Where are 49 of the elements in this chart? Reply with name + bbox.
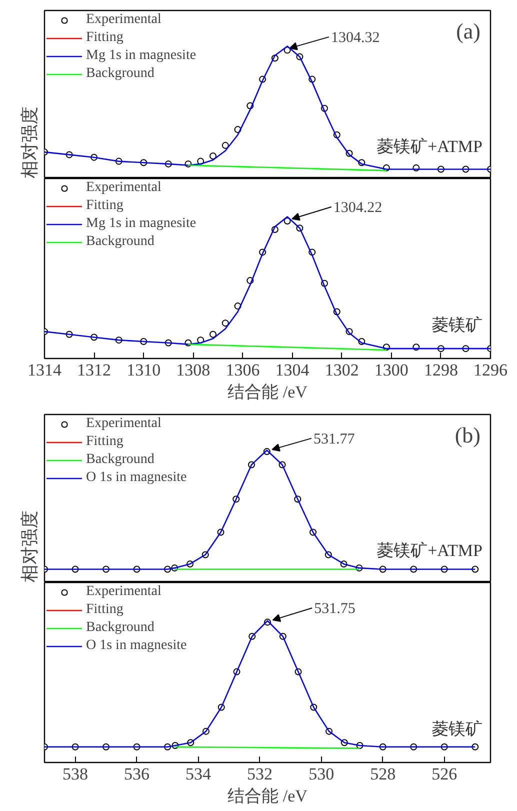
legend-label: Experimental <box>86 584 162 600</box>
x-tick-label: 1296 <box>474 360 508 380</box>
legend-label: Background <box>86 620 154 636</box>
x-tick-label: 1312 <box>77 360 112 380</box>
x-tick-label: 1306 <box>226 360 260 380</box>
x-tick-label: 534 <box>186 764 212 784</box>
x-axis-title: 结合能 /eV <box>228 382 308 402</box>
legend-label: Mg 1s in magnesite <box>86 216 196 232</box>
x-tick-label: 1314 <box>28 360 62 380</box>
annotation: 菱镁矿 <box>432 315 482 334</box>
legend-label: Fitting <box>86 30 124 46</box>
legend-label: Experimental <box>86 416 162 432</box>
x-tick-label: 530 <box>308 764 334 784</box>
text: (a) <box>456 18 481 44</box>
legend-label: Experimental <box>86 180 162 196</box>
text: (b) <box>454 422 481 448</box>
x-tick-label: 1298 <box>424 360 458 380</box>
x-tick-label: 1300 <box>374 360 408 380</box>
x-tick-label: 532 <box>247 764 273 784</box>
legend-label: Fitting <box>86 434 124 450</box>
legend-label: Background <box>86 66 154 82</box>
legend-label: Background <box>86 452 154 468</box>
x-tick-label: 1304 <box>275 360 310 380</box>
annotation: 531.77 <box>313 431 356 448</box>
annotation: 菱镁矿+ATMP <box>376 137 483 156</box>
legend-label: Fitting <box>86 198 124 214</box>
annotation: 1304.22 <box>333 200 382 216</box>
legend-label: O 1s in magnesite <box>86 638 187 654</box>
annotation: 菱镁矿 <box>432 719 482 738</box>
point <box>209 152 216 160</box>
legend-label: Experimental <box>86 12 162 28</box>
legend-label: Background <box>86 234 154 250</box>
annotation: 菱镁矿+ATMP <box>376 541 483 560</box>
x-tick-label: 528 <box>370 764 396 784</box>
annotation: 531.75 <box>314 601 356 618</box>
legend-label: Fitting <box>86 602 124 618</box>
x-tick-label: 526 <box>432 764 458 784</box>
x-tick-label: 536 <box>124 764 150 784</box>
annotation: 1304.32 <box>330 30 380 46</box>
x-tick-label: 538 <box>62 764 88 784</box>
legend-label: Mg 1s in magnesite <box>86 48 196 64</box>
point <box>222 142 229 149</box>
point <box>209 330 216 338</box>
point <box>222 320 229 327</box>
x-tick-label: 1310 <box>126 360 161 380</box>
x-tick-label: 1302 <box>324 360 359 380</box>
x-tick-label: 1308 <box>176 360 210 380</box>
x-axis-title: 结合能 /eV <box>228 786 308 806</box>
legend-label: O 1s in magnesite <box>86 470 187 486</box>
